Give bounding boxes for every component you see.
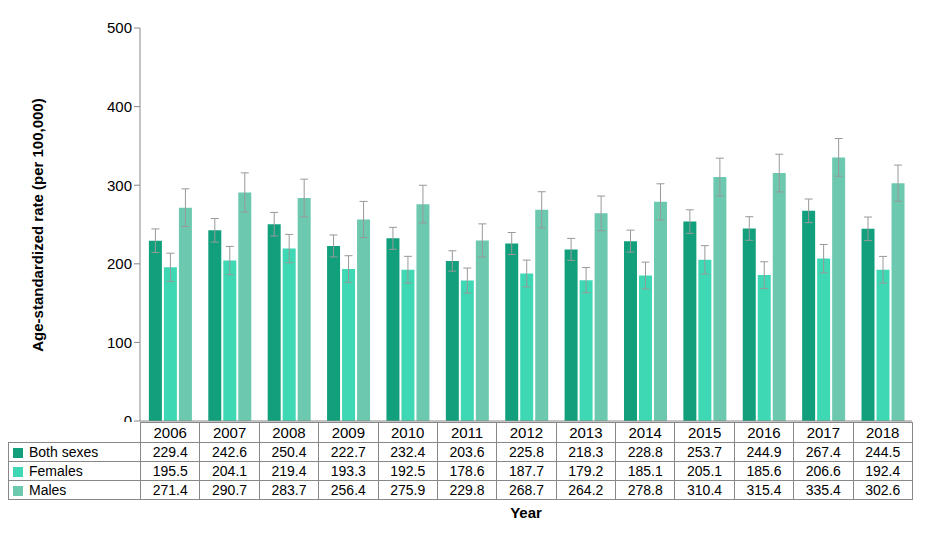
- html-text:229.4: 229.4: [152, 444, 188, 460]
- html-text:2017: 2017: [806, 424, 840, 441]
- svg-text:500: 500: [107, 19, 132, 36]
- html-text:228.8: 228.8: [627, 444, 663, 460]
- html-text:Age-standardized rate (per 100: Age-standardized rate (per 100,000): [29, 98, 46, 352]
- html-text:Males: Males: [29, 482, 67, 498]
- html-text:Females: Females: [29, 463, 83, 479]
- html-text:278.8: 278.8: [627, 482, 663, 498]
- html-text:310.4: 310.4: [687, 482, 723, 498]
- html-text:2013: 2013: [569, 424, 603, 441]
- html-text:2016: 2016: [747, 424, 781, 441]
- html-text:2007: 2007: [212, 424, 247, 441]
- html-text:206.6: 206.6: [805, 463, 841, 479]
- html-text:Year: Year: [510, 504, 542, 521]
- html-text:275.9: 275.9: [390, 482, 426, 498]
- html-text:256.4: 256.4: [330, 482, 366, 498]
- html-text:250.4: 250.4: [271, 444, 307, 460]
- html-text:2009: 2009: [331, 424, 365, 441]
- html-text:218.3: 218.3: [568, 444, 604, 460]
- html-text:178.6: 178.6: [449, 463, 485, 479]
- html-text:225.8: 225.8: [508, 444, 544, 460]
- svg-text:400: 400: [107, 98, 132, 115]
- html-text:271.4: 271.4: [152, 482, 188, 498]
- html-text:302.6: 302.6: [865, 482, 901, 498]
- html-text:204.1: 204.1: [212, 463, 248, 479]
- html-text:2012: 2012: [509, 424, 544, 441]
- html-text:203.6: 203.6: [449, 444, 485, 460]
- html-text:229.8: 229.8: [449, 482, 485, 498]
- html-text:192.5: 192.5: [390, 463, 426, 479]
- html-text:264.2: 264.2: [568, 482, 604, 498]
- html-text:Both sexes: Both sexes: [29, 444, 99, 460]
- html-text:253.7: 253.7: [687, 444, 723, 460]
- html-text:283.7: 283.7: [271, 482, 307, 498]
- html-text:290.7: 290.7: [212, 482, 248, 498]
- html-text:2010: 2010: [391, 424, 425, 441]
- html-text:222.7: 222.7: [330, 444, 366, 460]
- html-text:179.2: 179.2: [568, 463, 604, 479]
- html-text:2015: 2015: [687, 424, 722, 441]
- html-text:268.7: 268.7: [508, 482, 544, 498]
- html-text:2014: 2014: [628, 424, 662, 441]
- svg-text:300: 300: [107, 177, 132, 194]
- html-text:244.5: 244.5: [865, 444, 901, 460]
- html-text:2018: 2018: [866, 424, 900, 441]
- html-text:187.7: 187.7: [508, 463, 544, 479]
- html-text:2006: 2006: [153, 424, 187, 441]
- html-text:242.6: 242.6: [212, 444, 248, 460]
- svg-text:0: 0: [124, 412, 132, 422]
- html-text:2011: 2011: [450, 424, 484, 441]
- html-text:195.5: 195.5: [152, 463, 188, 479]
- html-text:335.4: 335.4: [805, 482, 841, 498]
- html-text:2008: 2008: [272, 424, 306, 441]
- html-text:192.4: 192.4: [865, 463, 901, 479]
- html-text:193.3: 193.3: [330, 463, 366, 479]
- html-text:315.4: 315.4: [746, 482, 782, 498]
- html-text:244.9: 244.9: [746, 444, 782, 460]
- html-text:185.1: 185.1: [627, 463, 663, 479]
- html-text:185.6: 185.6: [746, 463, 782, 479]
- svg-text:100: 100: [107, 334, 132, 351]
- html-text:232.4: 232.4: [390, 444, 426, 460]
- html-text:219.4: 219.4: [271, 463, 307, 479]
- html-text:267.4: 267.4: [805, 444, 841, 460]
- svg-text:200: 200: [107, 255, 132, 272]
- html-text:205.1: 205.1: [687, 463, 723, 479]
